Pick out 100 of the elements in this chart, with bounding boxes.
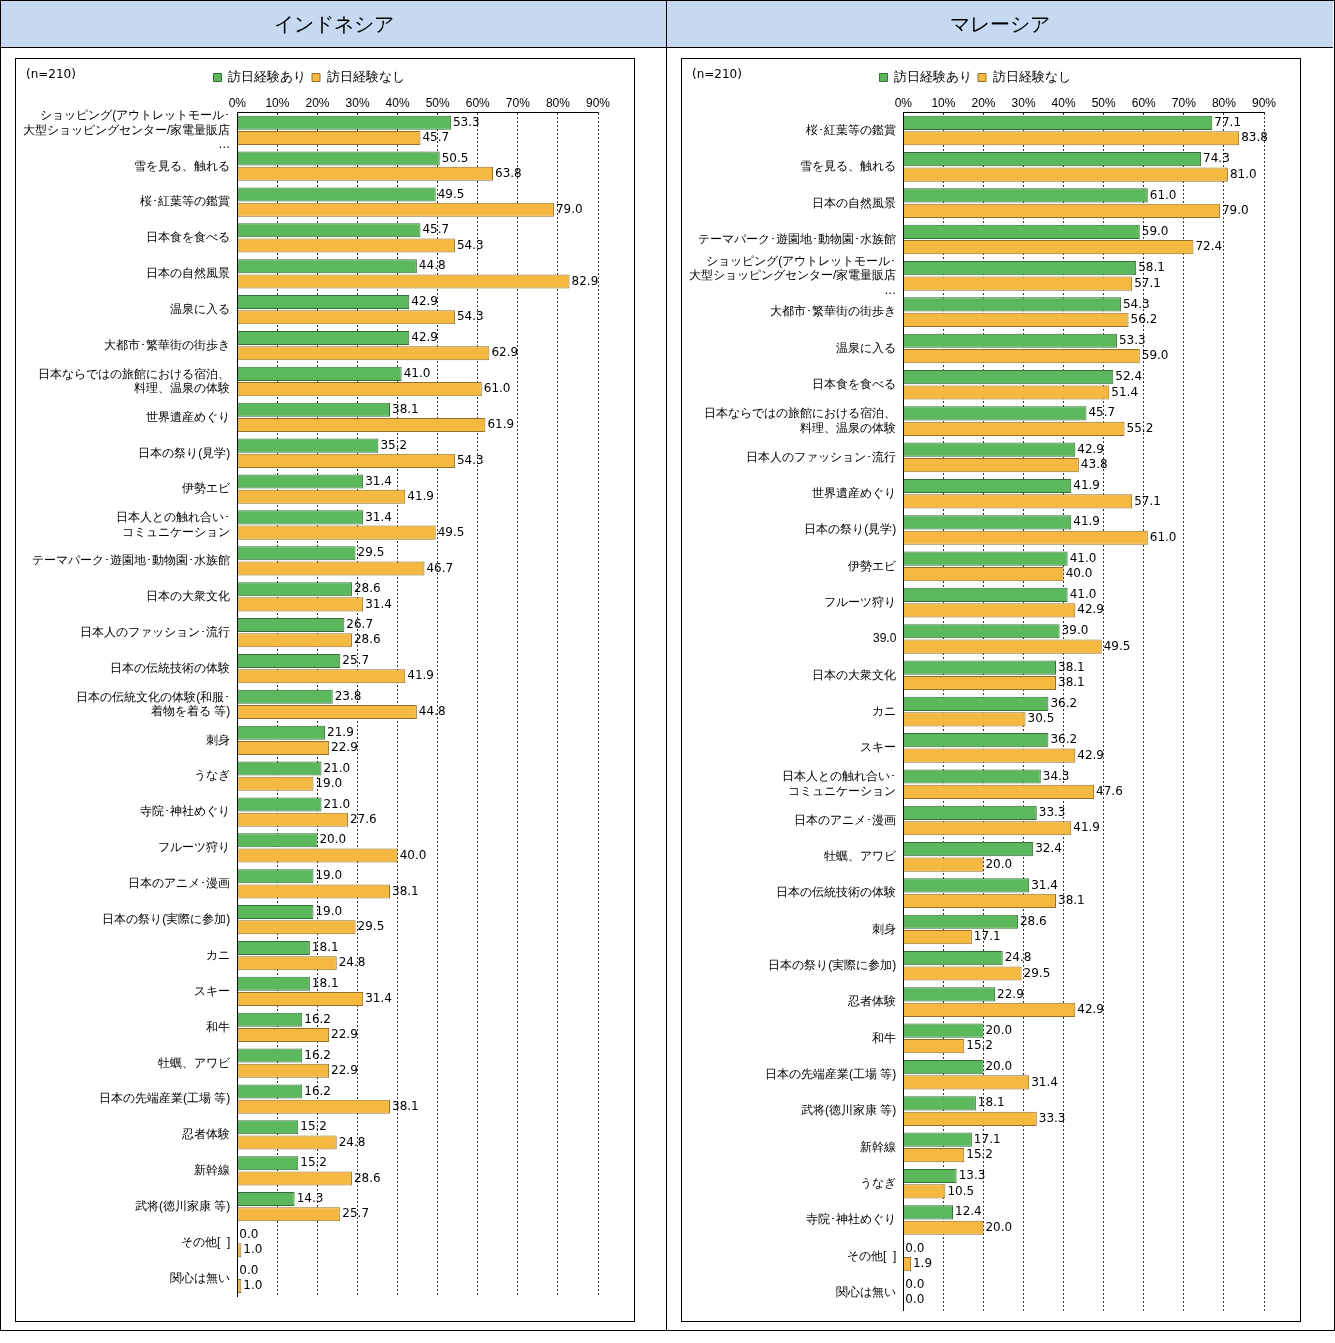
data-label: 50.5	[441, 150, 469, 165]
data-label: 55.2	[1126, 420, 1154, 435]
data-label: 21.0	[323, 760, 351, 775]
data-label: 21.9	[327, 724, 354, 739]
y-tick-label: スキー	[860, 740, 897, 755]
data-label: 36.2	[1050, 732, 1078, 747]
data-label: 0.0	[239, 1262, 259, 1277]
y-tick-label: 日本の大衆文化	[146, 589, 231, 604]
y-tick-label: 日本のアニメ･漫画	[128, 876, 231, 891]
data-label: 61.9	[487, 417, 515, 432]
data-label: 20.0	[985, 1059, 1013, 1074]
data-label: 45.7	[1088, 405, 1116, 420]
data-label: 40.0	[1065, 566, 1093, 581]
data-label: 22.9	[331, 1062, 358, 1077]
y-tick-label: 関心は無い	[170, 1270, 231, 1285]
data-label: 26.7	[346, 617, 374, 632]
data-label: 42.9	[1077, 441, 1104, 456]
data-label: 22.9	[997, 986, 1024, 1001]
data-label: 56.2	[1130, 311, 1158, 326]
y-tick-label: その他[ ]	[180, 1234, 231, 1249]
x-tick-label: 0%	[228, 95, 247, 110]
data-label: 31.4	[365, 991, 392, 1006]
x-tick-label: 30%	[1011, 95, 1036, 110]
data-label: 49.5	[437, 524, 465, 539]
data-label: 31.4	[1031, 877, 1058, 892]
x-tick-label: 20%	[971, 95, 996, 110]
data-label: 18.1	[977, 1095, 1005, 1110]
y-tick-label: 39.0	[872, 631, 897, 646]
data-label: 1.0	[243, 1242, 263, 1257]
data-label: 18.1	[311, 975, 339, 990]
x-tick-label: 70%	[505, 95, 531, 110]
data-label: 58.1	[1138, 260, 1165, 275]
data-label: 41.0	[1069, 587, 1097, 602]
data-label: 1.9	[912, 1256, 933, 1271]
y-tick-label: 日本のアニメ･漫画	[794, 812, 897, 827]
data-label: 41.9	[1073, 514, 1100, 529]
data-label: 41.9	[407, 668, 434, 683]
data-label: 15.2	[966, 1038, 993, 1053]
y-tick-label: スキー	[194, 983, 231, 998]
data-label: 54.3	[456, 309, 484, 324]
chart-title: マレーシア	[667, 1, 1333, 48]
data-label: 28.6	[353, 632, 381, 647]
data-label: 81.0	[1229, 166, 1257, 181]
data-label: 24.8	[338, 955, 366, 970]
data-label: 33.3	[1038, 804, 1066, 819]
data-label: 41.0	[403, 365, 431, 380]
data-label: 28.6	[353, 1170, 381, 1185]
data-label: 79.0	[1221, 203, 1249, 218]
y-tick-label: カニ	[872, 703, 897, 718]
data-label: 40.0	[399, 847, 427, 862]
y-tick-label: うなぎ	[194, 768, 231, 783]
y-tick-label: 寺院･神社めぐり	[806, 1212, 897, 1227]
data-label: 57.1	[1134, 275, 1161, 290]
x-tick-label: 50%	[425, 95, 451, 110]
data-label: 0.0	[239, 1227, 259, 1242]
data-label: 82.9	[571, 273, 599, 288]
data-label: 51.4	[1111, 384, 1139, 399]
data-label: 23.8	[334, 688, 362, 703]
y-tick-label: カニ	[206, 947, 231, 962]
y-tick-label: 新幹線	[194, 1163, 231, 1178]
data-label: 38.1	[392, 401, 419, 416]
y-tick-label: 和牛	[872, 1030, 897, 1045]
data-label: 46.7	[426, 560, 454, 575]
y-tick-label: 日本の自然風景	[146, 266, 231, 281]
y-tick-label: 新幹線	[860, 1139, 897, 1154]
data-label: 53.3	[1118, 332, 1146, 347]
x-tick-label: 90%	[585, 95, 611, 110]
y-tick-label: 桜･紅葉等の鑑賞	[140, 194, 231, 209]
x-tick-label: 10%	[265, 95, 290, 110]
data-label: 25.7	[342, 653, 370, 668]
data-label: 31.4	[365, 509, 392, 524]
y-tick-label: 日本の先端産業(工場 等)	[765, 1067, 897, 1082]
y-tick-label: 日本人のファッション･流行	[80, 624, 231, 639]
data-label: 32.4	[1035, 841, 1062, 856]
data-label: 61.0	[1149, 529, 1177, 544]
data-label: 49.5	[1103, 638, 1131, 653]
x-tick-label: 30%	[345, 95, 370, 110]
data-label: 31.4	[365, 473, 392, 488]
data-label: 24.8	[338, 1134, 366, 1149]
text: (n=210)	[26, 67, 76, 82]
y-tick-label: フルーツ狩り	[158, 840, 231, 855]
data-label: 36.2	[1050, 696, 1078, 711]
y-tick-label: 世界遺産めぐり	[146, 409, 231, 424]
legend-label: 訪日経験あり	[228, 69, 306, 85]
y-tick-label: 日本人との触れ合い･コミュニケーション	[116, 510, 231, 539]
y-tick-label: 日本の祭り(見学)	[804, 522, 897, 537]
y-tick-label: 日本の自然風景	[812, 195, 897, 210]
data-label: 42.9	[411, 294, 438, 309]
y-tick-label: 桜･紅葉等の鑑賞	[806, 122, 897, 137]
data-label: 54.3	[1122, 296, 1150, 311]
y-tick-label: 日本の伝統技術の体験	[776, 885, 897, 900]
x-tick-label: 60%	[1131, 95, 1157, 110]
data-label: 42.9	[1077, 747, 1104, 762]
data-label: 19.0	[315, 904, 343, 919]
data-label: 59.0	[1141, 223, 1169, 238]
data-label: 83.8	[1241, 130, 1268, 145]
data-label: 54.3	[456, 237, 484, 252]
data-label: 44.8	[418, 704, 446, 719]
y-tick-label: 日本の祭り(実際に参加)	[768, 958, 897, 973]
data-label: 16.2	[304, 1011, 331, 1026]
